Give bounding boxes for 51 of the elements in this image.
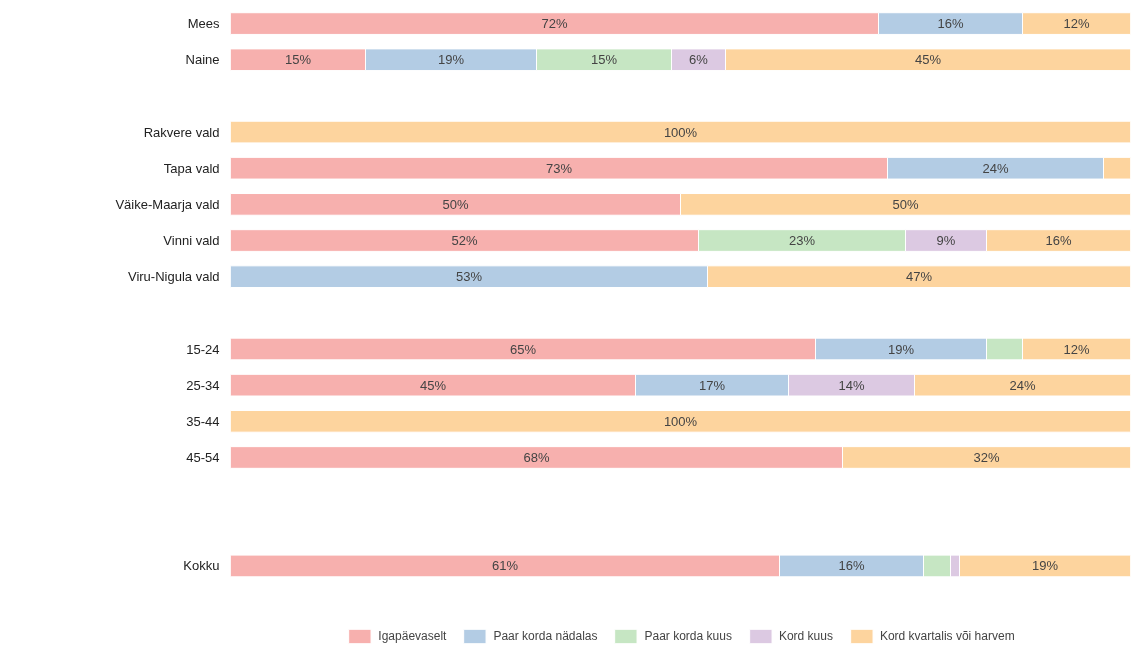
y-tick-label: Tapa vald [163,160,220,176]
data-label: 45% [914,52,942,68]
y-tick-label: 35-44 [186,413,220,429]
legend-label: Kord kvartalis või harvem [879,629,1015,643]
y-tick-label: Väike-Maarja vald [115,196,220,212]
data-label: 12% [1063,16,1090,32]
data-label: 65% [509,341,537,357]
data-label: 50% [442,196,469,212]
data-label: 100% [663,124,698,140]
data-label: 6% [689,52,709,68]
data-label: 14% [838,377,865,393]
data-label: 19% [887,341,915,357]
legend-label: Kord kuus [778,629,833,643]
data-label: 15% [590,52,618,68]
data-label: 100% [663,413,698,429]
data-label: 61% [491,558,519,574]
bar [230,120,1131,144]
legend-label: Igapäevaselt [378,629,447,643]
y-tick-label: 15-24 [186,341,220,357]
data-label: 19% [437,52,465,68]
y-tick-label: 25-34 [186,377,220,393]
y-tick-label: Kokku [183,558,220,574]
y-tick-label: Naine [185,52,220,68]
data-label: 52% [451,233,478,249]
data-label: 53% [455,269,483,285]
data-label: 16% [838,558,865,574]
y-tick-label: Mees [187,16,220,32]
y-tick-label: Vinni vald [163,233,220,249]
data-label: 23% [788,233,816,249]
data-label: 15% [284,52,312,68]
data-label: 17% [698,377,726,393]
data-label: 45% [419,377,447,393]
y-tick-label: Rakvere vald [143,124,220,140]
data-label: 50% [892,196,919,212]
data-label: 9% [936,233,956,249]
y-tick-label: Viru-Nigula vald [127,269,220,285]
y-tick-label: 45-54 [186,449,220,465]
data-label: 16% [937,16,964,32]
legend-label: Paar korda nädalas [493,629,598,643]
data-label: 68% [523,449,550,465]
data-label: 47% [905,269,933,285]
data-label: 32% [973,449,1000,465]
data-label: 19% [1031,558,1059,574]
data-label: 16% [1045,233,1072,249]
data-label: 24% [1009,377,1036,393]
data-label: 24% [982,160,1009,176]
data-label: 12% [1063,341,1090,357]
bar [230,409,1131,433]
data-label: 72% [541,16,568,32]
data-label: 73% [545,160,573,176]
legend-label: Paar korda kuus [644,629,732,643]
